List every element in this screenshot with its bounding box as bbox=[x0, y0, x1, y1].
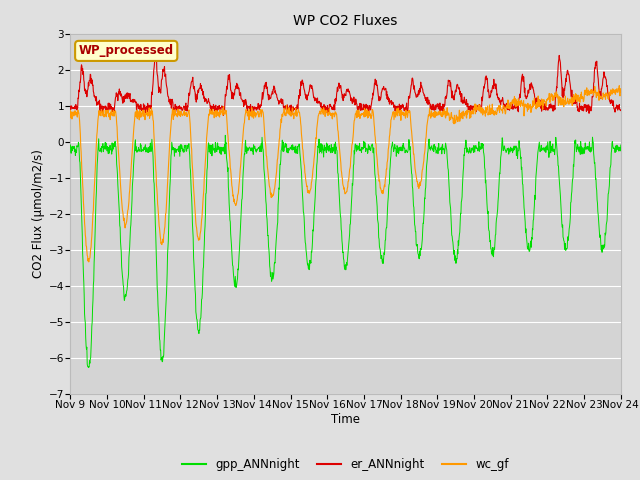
X-axis label: Time: Time bbox=[331, 413, 360, 426]
Legend: gpp_ANNnight, er_ANNnight, wc_gf: gpp_ANNnight, er_ANNnight, wc_gf bbox=[177, 454, 514, 476]
Text: WP_processed: WP_processed bbox=[79, 44, 174, 58]
Title: WP CO2 Fluxes: WP CO2 Fluxes bbox=[293, 14, 398, 28]
Y-axis label: CO2 Flux (μmol/m2/s): CO2 Flux (μmol/m2/s) bbox=[31, 149, 45, 278]
